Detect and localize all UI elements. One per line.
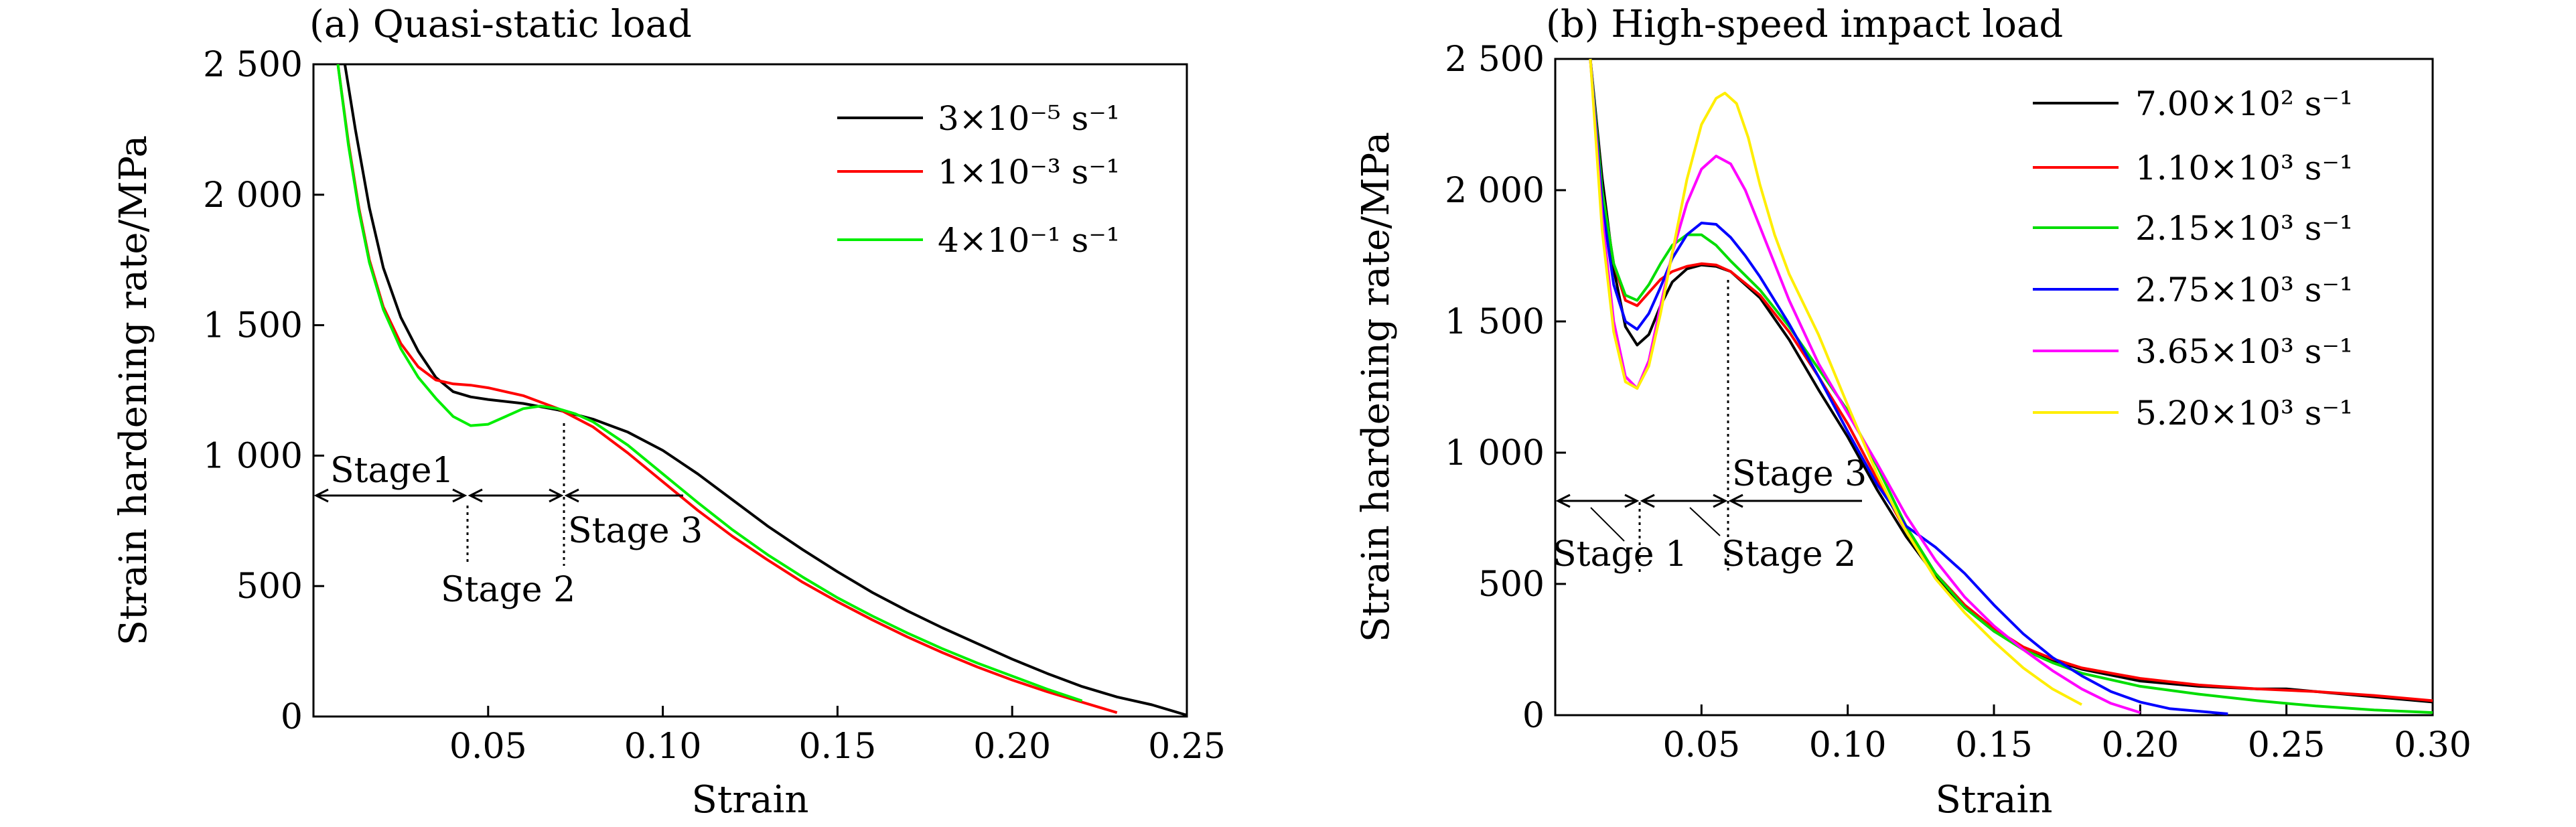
x-tick-label: 0.25 (2248, 725, 2325, 765)
series-line-3 (1589, 58, 2228, 715)
panel-a-legend: 3×10⁻⁵ s⁻¹ 1×10⁻³ s⁻¹ 4×10⁻¹ s⁻¹ (837, 99, 1120, 260)
panel-a-annotation-stage1: Stage1 (330, 451, 454, 491)
panel-b-stage1-leader (1590, 507, 1625, 542)
panel-a-x-label: Strain (692, 778, 809, 822)
y-tick-label: 0 (281, 697, 303, 737)
y-tick-label: 2 000 (1445, 171, 1545, 211)
panel-b-stage3-arrow (1728, 494, 1862, 508)
x-tick-label: 0.10 (1809, 725, 1887, 765)
panel-a-legend-label-1: 1×10⁻³ s⁻¹ (938, 153, 1120, 192)
x-tick-label: 0.15 (799, 727, 877, 767)
panel-b-legend-label-2: 2.15×10³ s⁻¹ (2135, 209, 2353, 248)
panel-a-stage3-arrow (564, 488, 683, 503)
panel-a: (a) Quasi-static load 0.05 0.10 0.15 0.20 0.… (112, 3, 1226, 822)
panel-b-legend-label-0: 7.00×10² s⁻¹ (2135, 84, 2353, 123)
panel-b-stage1-arrow (1555, 494, 1640, 508)
y-tick-label: 1 000 (203, 436, 303, 476)
x-tick-label: 0.10 (624, 727, 702, 767)
panel-b-legend-label-1: 1.10×10³ s⁻¹ (2135, 149, 2353, 187)
panel-b-annotation-stage1: Stage 1 (1553, 534, 1687, 575)
y-tick-label: 500 (1478, 565, 1545, 605)
panel-b-legend: 7.00×10² s⁻¹ 1.10×10³ s⁻¹ 2.15×10³ s⁻¹ 2… (2033, 84, 2353, 433)
panel-b-annotation-stage2: Stage 2 (1721, 534, 1856, 575)
y-tick-label: 500 (236, 567, 303, 607)
series-line-2 (336, 64, 1083, 702)
x-tick-label: 0.20 (2101, 725, 2179, 765)
panel-b-ticks: 0.05 0.10 0.15 0.20 0.25 0.30 0 500 1 000 1 500 2 … (1445, 40, 2472, 765)
panel-a-annotation-stage2: Stage 2 (441, 570, 575, 610)
x-tick-label: 0.15 (1955, 725, 2033, 765)
series-line-1 (336, 64, 1118, 715)
panel-a-ticks: 0.05 0.10 0.15 0.20 0.25 0 500 1 000 1 500 2 000 2… (203, 45, 1226, 767)
panel-a-annotation-stage3: Stage 3 (568, 511, 703, 551)
x-tick-label: 0.05 (449, 727, 527, 767)
x-tick-label: 0.05 (1662, 725, 1740, 765)
panel-b-series (1589, 58, 2433, 715)
x-tick-label: 0.30 (2394, 725, 2472, 765)
panel-b-title: (b) High-speed impact load (1546, 3, 2063, 46)
panel-b-legend-label-4: 3.65×10³ s⁻¹ (2135, 332, 2353, 371)
panel-b: (b) High-speed impact load 0.05 0.10 0.15 0… (1354, 3, 2472, 822)
series-line-5 (1589, 58, 2082, 706)
panel-a-y-label: Strain hardening rate/MPa (112, 135, 155, 646)
panel-a-series (336, 64, 1188, 717)
panel-a-legend-label-0: 3×10⁻⁵ s⁻¹ (938, 99, 1120, 138)
panel-a-frame (312, 63, 1188, 718)
y-tick-label: 1 000 (1445, 433, 1545, 473)
panel-b-annotation-stage3: Stage 3 (1732, 454, 1867, 494)
y-tick-label: 1 500 (1445, 302, 1545, 342)
y-tick-label: 2 000 (203, 175, 303, 216)
panel-a-legend-label-2: 4×10⁻¹ s⁻¹ (938, 221, 1120, 260)
x-tick-label: 0.20 (973, 727, 1051, 767)
panel-b-y-label: Strain hardening rate/MPa (1354, 132, 1398, 642)
panel-b-legend-label-3: 2.75×10³ s⁻¹ (2135, 271, 2353, 309)
panel-b-stage2-leader (1689, 507, 1721, 536)
panel-a-title: (a) Quasi-static load (309, 3, 692, 46)
panel-b-legend-label-5: 5.20×10³ s⁻¹ (2135, 394, 2353, 433)
y-tick-label: 0 (1522, 696, 1545, 736)
y-tick-label: 2 500 (1445, 40, 1545, 80)
panel-a-stage2-arrow (468, 488, 564, 503)
panel-b-x-label: Strain (1936, 778, 2053, 822)
series-line-0 (343, 64, 1188, 717)
y-tick-label: 2 500 (203, 45, 303, 85)
y-tick-label: 1 500 (203, 306, 303, 346)
x-tick-label: 0.25 (1148, 727, 1226, 767)
series-line-4 (1589, 58, 2141, 715)
series-line-1 (1589, 58, 2433, 702)
panel-a-stage1-arrow (313, 488, 468, 503)
panel-b-stage2-arrow (1640, 494, 1728, 508)
